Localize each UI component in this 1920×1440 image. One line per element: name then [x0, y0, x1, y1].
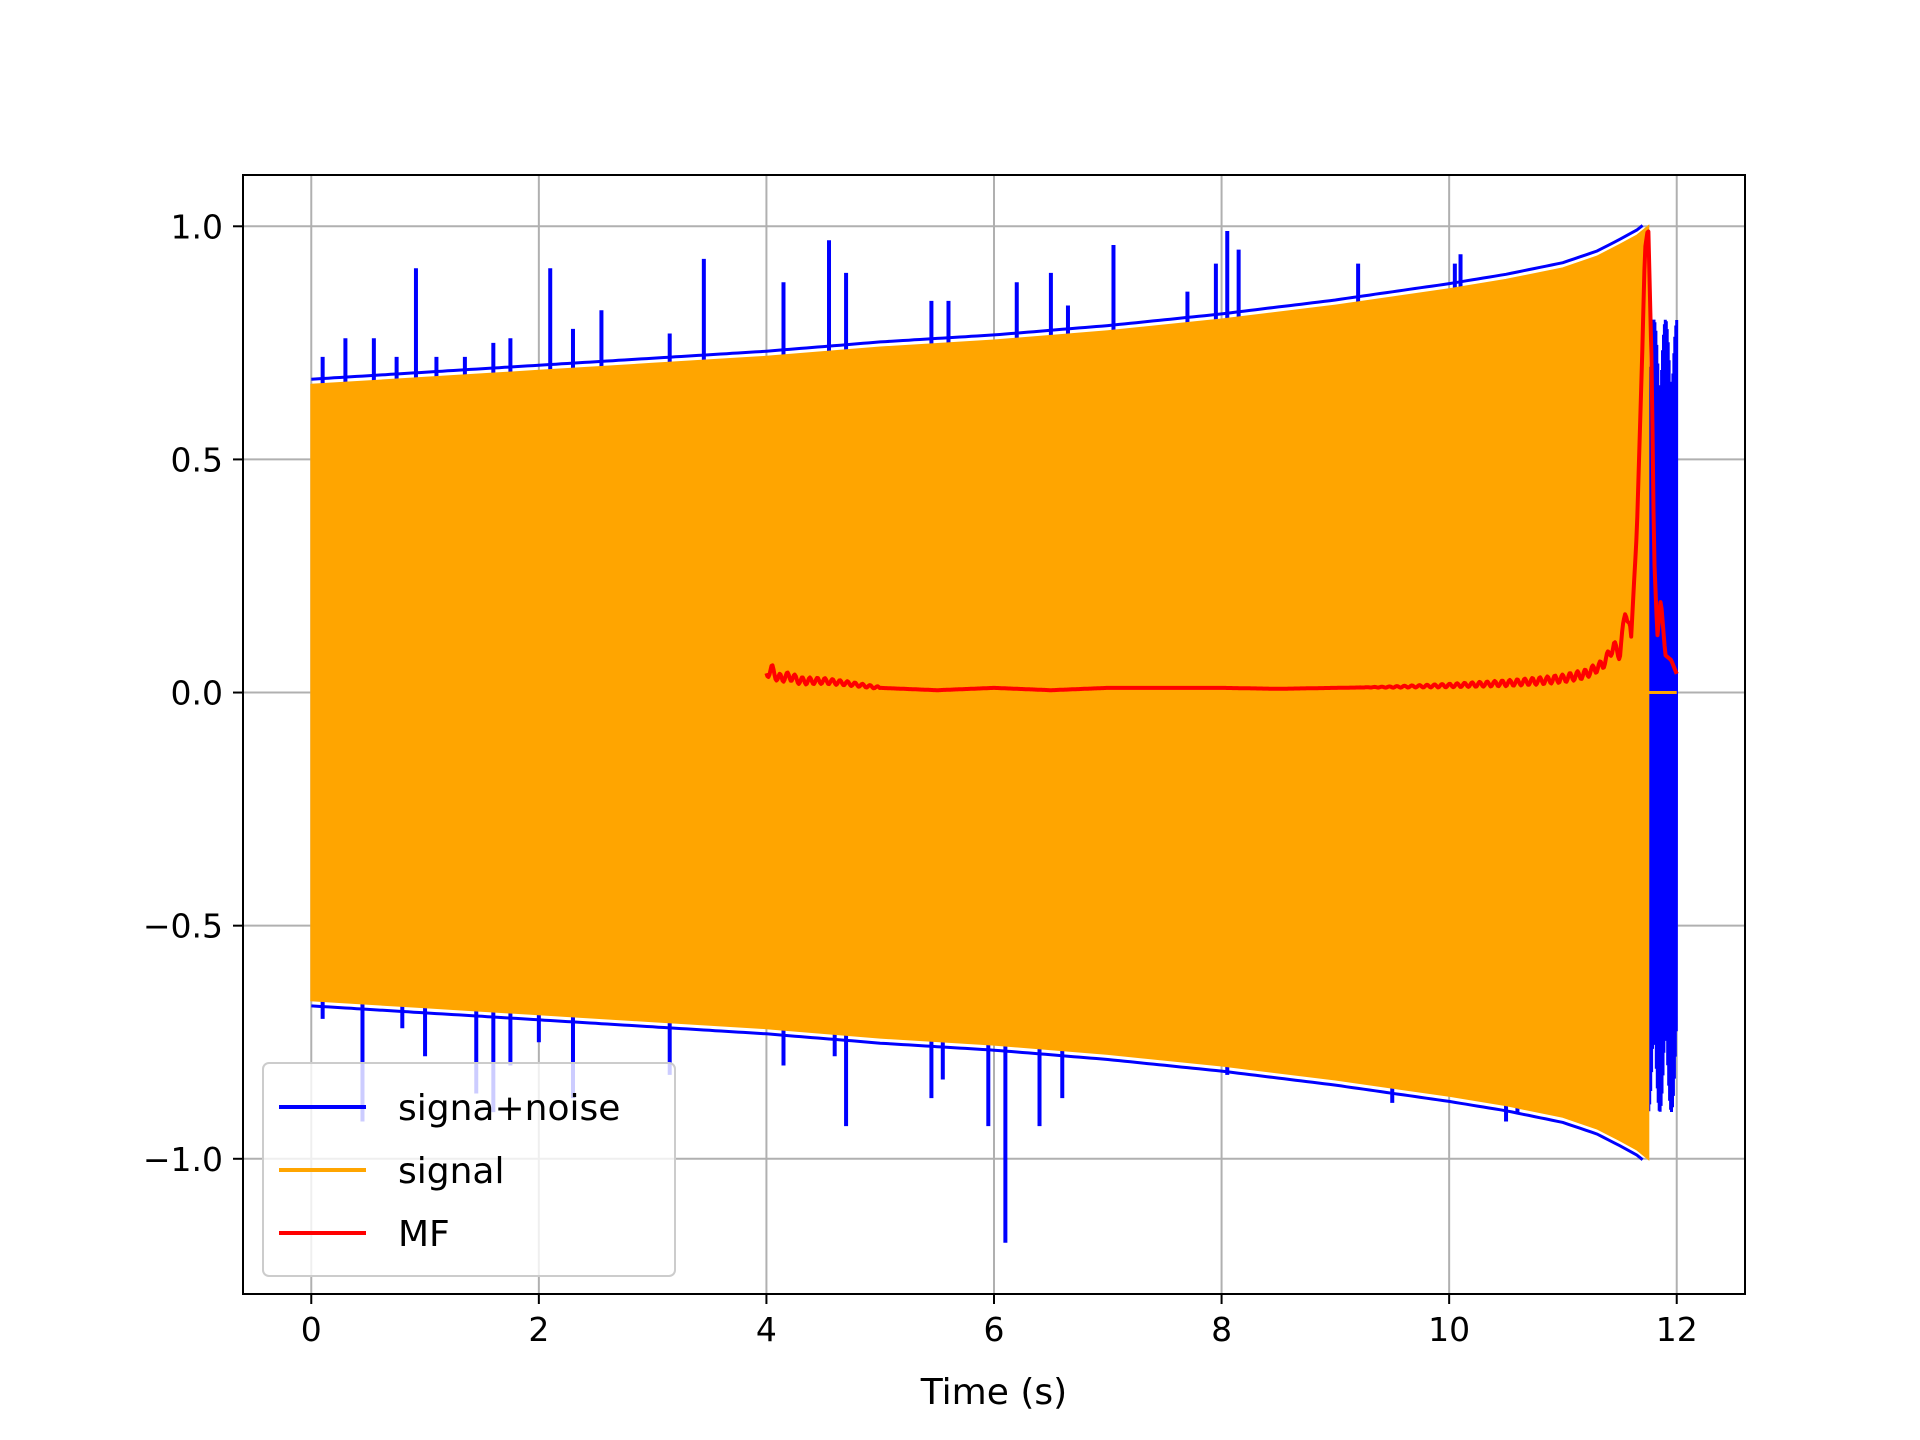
series-signal	[310, 224, 1677, 1161]
series-mf	[764, 229, 1679, 693]
y-tick-label: −0.5	[143, 907, 223, 946]
legend-box	[262, 1062, 676, 1277]
x-axis-label: Time (s)	[920, 1372, 1067, 1413]
ticks: 0 2 4 6 8 10 12 1.0 0.5 0.0 −0.5 −1.0	[143, 207, 1698, 1349]
x-tick-label: 2	[528, 1310, 549, 1349]
mf-line	[764, 229, 1679, 693]
legend-label: signal	[398, 1151, 505, 1192]
x-tick-label: 8	[1211, 1310, 1232, 1349]
y-tick-label: −1.0	[143, 1140, 223, 1179]
legend-label: MF	[398, 1214, 450, 1255]
x-tick-label: 6	[984, 1310, 1005, 1349]
y-tick-label: 0.0	[171, 674, 223, 713]
y-tick-label: 1.0	[171, 207, 223, 246]
x-tick-label: 10	[1428, 1310, 1470, 1349]
y-tick-label: 0.5	[171, 440, 223, 479]
legend-label: signa+noise	[398, 1088, 620, 1129]
x-tick-label: 0	[301, 1310, 322, 1349]
noise-fringe-upper	[311, 224, 1644, 381]
signal-band	[310, 224, 1650, 1161]
x-tick-label: 4	[756, 1310, 777, 1349]
legend: signa+noise signal MF	[262, 1062, 676, 1277]
noise-tail-burst	[1646, 319, 1679, 1113]
x-tick-label: 12	[1656, 1310, 1698, 1349]
plot-area	[310, 224, 1679, 1243]
noise-fringe-lower	[311, 1004, 1644, 1161]
